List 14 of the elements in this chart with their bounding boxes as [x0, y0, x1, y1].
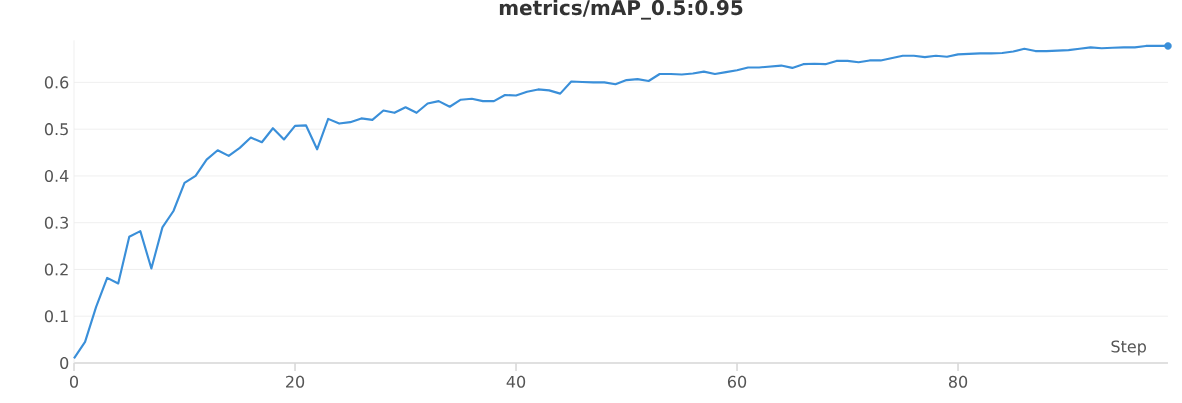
y-tick-label: 0.1	[44, 310, 68, 323]
x-tick-label: 0	[69, 375, 79, 388]
y-tick-label: 0	[60, 356, 69, 370]
x-tick-label: 20	[286, 375, 305, 388]
y-tick-label: 0.5	[44, 123, 68, 136]
y-tick-label: 0.4	[44, 169, 69, 182]
x-tick-label: 40	[506, 375, 526, 388]
chart-title: metrics/mAP_0.5:0.95	[499, 0, 743, 20]
x-tick-label: 80	[948, 375, 968, 388]
y-tick-label: 0.2	[44, 263, 68, 276]
x-tick-label: 60	[727, 375, 747, 388]
y-tick-label: 0.3	[44, 216, 69, 229]
y-tick-label: 0.6	[44, 76, 69, 89]
x-axis-title: Step	[1111, 340, 1146, 356]
